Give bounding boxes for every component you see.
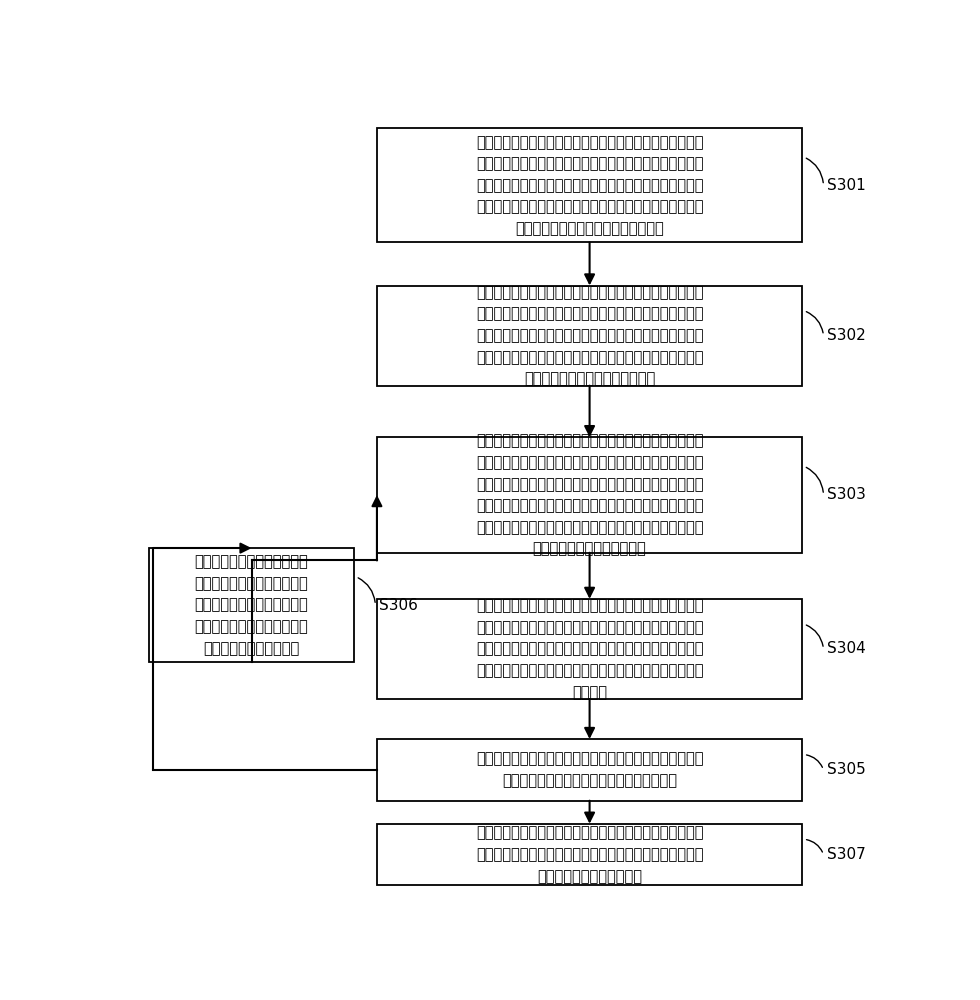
Bar (377, 286, 803, 386)
Text: 通过调度测量控制线程接收测量算法模块发送的测量准备消
息，根据测量准备消息完成测量准备工作，向测量算法模块
发送测量准备完成消息，以使测量算法模块根据测量准备完: 通过调度测量控制线程接收测量算法模块发送的测量准备消 息，根据测量准备消息完成测… (476, 135, 704, 236)
Text: 通过调度数据上传线程记录对目标上传通知中的测量项标识
对应的测量项测量数据的上传处理的完成次数: 通过调度数据上传线程记录对目标上传通知中的测量项标识 对应的测量项测量数据的上传… (476, 752, 704, 788)
Text: 通过调度原语解析线程接收测量算法模块发送的测量原语消
息；依次将每个测量原语消息作为目标测量原语消息，若目
标测量原语消息为测量项原语消息，则通过调度原语解析线: 通过调度原语解析线程接收测量算法模块发送的测量原语消 息；依次将每个测量原语消息… (476, 285, 704, 386)
Text: S307: S307 (827, 847, 866, 862)
Text: S301: S301 (827, 178, 866, 193)
Bar (377, 128, 803, 242)
Bar (377, 437, 803, 553)
Text: S304: S304 (827, 641, 866, 656)
Bar (377, 824, 803, 885)
Text: S305: S305 (827, 762, 866, 777)
Bar (149, 548, 354, 662)
Text: 若完成次数大于或者等于预设阈值，则通过调度数据上传线
程向测量算法模块发送测量完成消息，测量完成消息包括目
标上传通知中的测量项标识: 若完成次数大于或者等于预设阈值，则通过调度数据上传线 程向测量算法模块发送测量完… (476, 825, 704, 884)
Bar (377, 599, 803, 699)
Text: S302: S302 (827, 328, 866, 343)
Bar (377, 739, 803, 801)
Text: S303: S303 (827, 487, 866, 502)
Text: S306: S306 (379, 598, 418, 613)
Text: 若完成次数小于预设阈值，则
通过调度数据上传线程向数据
缓存线程发布缓存通知，缓存
通知包括目标上传通知中的测
量项标识和测量数据参数: 若完成次数小于预设阈值，则 通过调度数据上传线程向数据 缓存线程发布缓存通知，缓… (195, 554, 309, 656)
Text: 通过调度数据缓存线程获取向其发布的缓存通知；依次将每
个缓存通知作为目标缓存通知，通过调度数据缓存线程根据
目标缓存通知中的测量项标识和测量数据参数，将目标缓存: 通过调度数据缓存线程获取向其发布的缓存通知；依次将每 个缓存通知作为目标缓存通知… (476, 433, 704, 556)
Text: 通过调度数据上传线程获取数据缓存线程发布的上传通知；
依次将每个上传通知作为目标上传通知，通过调度数据上传
线程根据目标上传通知中的测量项标识，将目标上传通知中: 通过调度数据上传线程获取数据缓存线程发布的上传通知； 依次将每个上传通知作为目标… (476, 598, 704, 700)
